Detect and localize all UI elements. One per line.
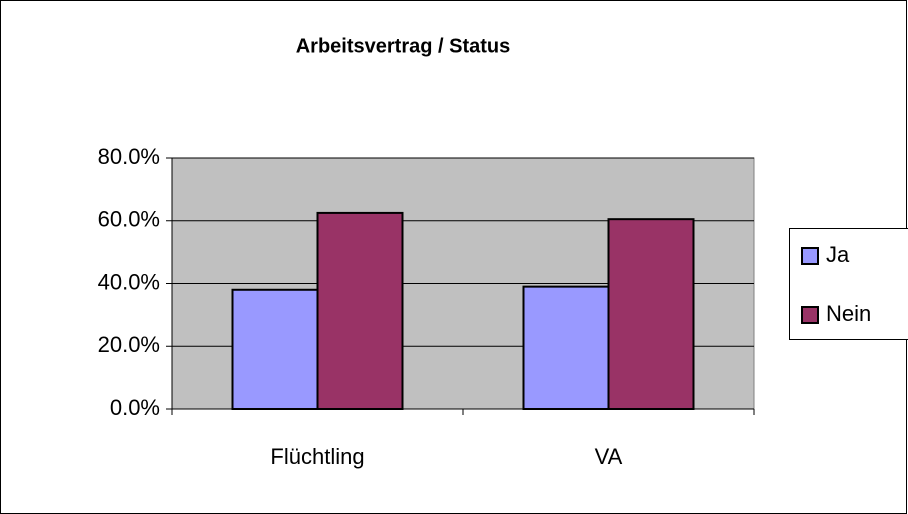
bar bbox=[522, 285, 610, 411]
bar bbox=[231, 288, 319, 410]
legend-label: Nein bbox=[826, 301, 871, 326]
chart-title: Arbeitsvertrag / Status bbox=[296, 35, 511, 57]
legend-swatch bbox=[801, 247, 819, 265]
x-tick-label: Flüchtling bbox=[270, 444, 364, 469]
bar bbox=[316, 211, 404, 410]
y-tick-label: 40.0% bbox=[98, 269, 160, 294]
x-tick-label: VA bbox=[595, 444, 623, 469]
legend-swatch bbox=[801, 306, 819, 324]
legend-label: Ja bbox=[826, 242, 850, 267]
bar bbox=[607, 218, 695, 410]
y-tick-label: 0.0% bbox=[110, 395, 160, 420]
y-tick-label: 60.0% bbox=[98, 207, 160, 232]
y-tick-label: 20.0% bbox=[98, 332, 160, 357]
y-tick-label: 80.0% bbox=[98, 144, 160, 169]
